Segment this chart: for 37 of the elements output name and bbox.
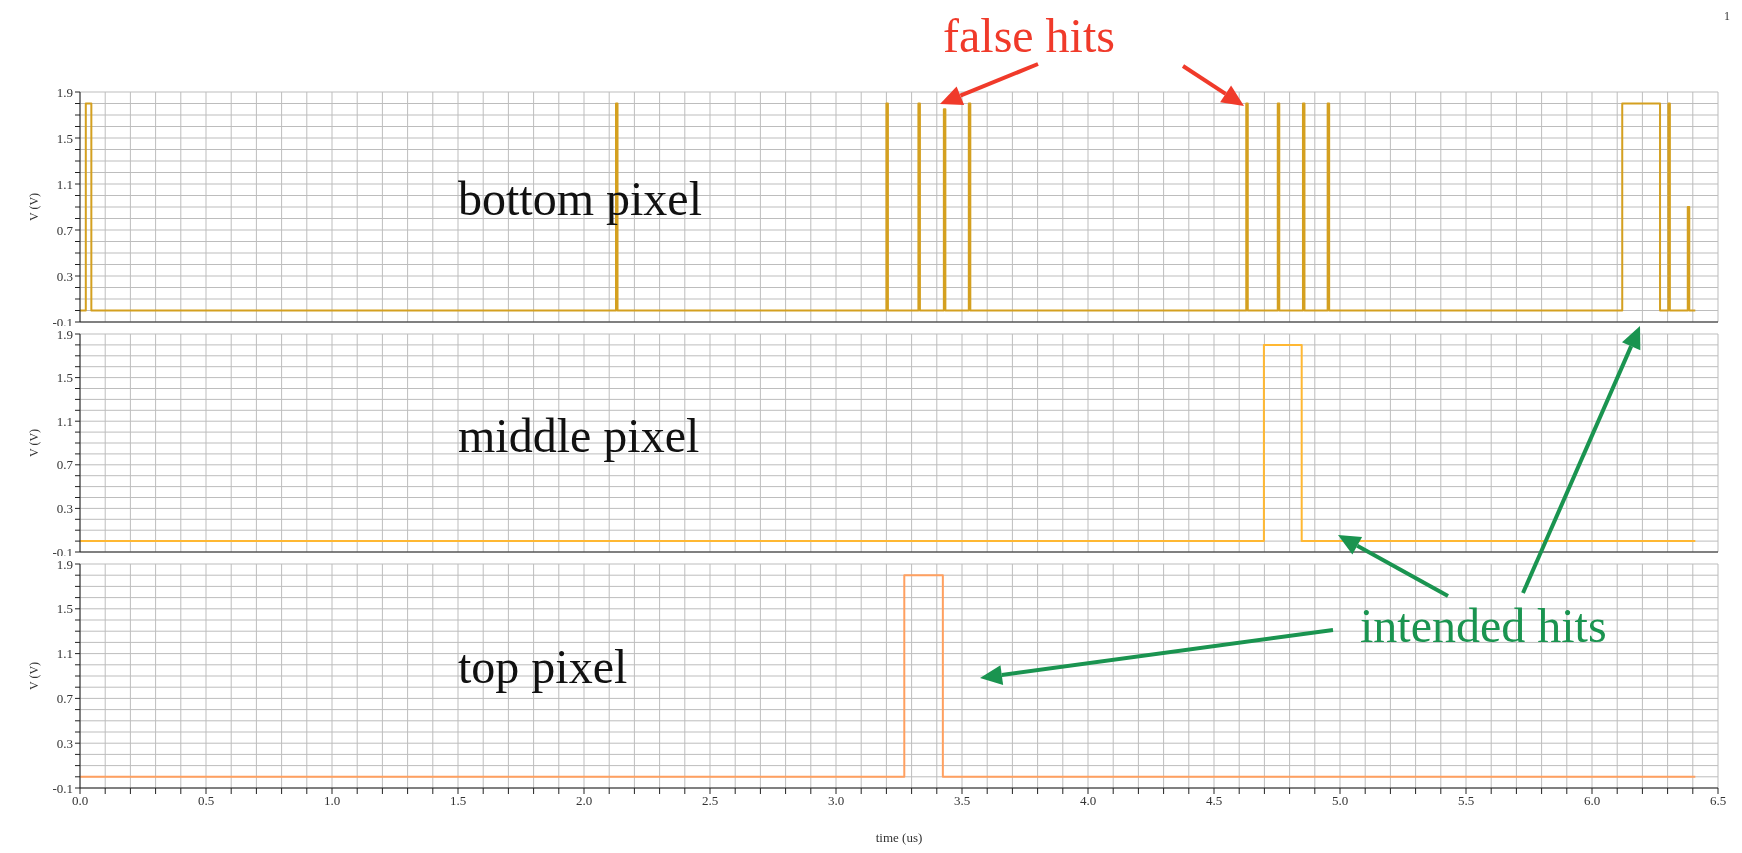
y-tick-label: 0.7 — [56, 222, 74, 238]
x-tick-label: 2.5 — [701, 793, 719, 809]
x-tick-label: 6.5 — [1709, 793, 1727, 809]
x-tick-label: 0.0 — [71, 793, 89, 809]
y-tick-label: 0.3 — [56, 501, 73, 517]
y-tick-label: 0.7 — [56, 691, 74, 707]
x-tick-label: 3.0 — [827, 793, 845, 809]
x-tick-label: 6.0 — [1583, 793, 1601, 809]
y-axis-title: V (V) — [27, 661, 42, 691]
y-tick-label: 0.3 — [56, 268, 73, 284]
y-tick-label: 0.7 — [56, 457, 74, 473]
y-tick-label: 1.5 — [56, 130, 73, 146]
x-tick-label: 5.5 — [1457, 793, 1475, 809]
y-tick-label: 0.3 — [56, 735, 73, 751]
x-axis-title: time (us) — [875, 830, 923, 845]
y-tick-label: 1.5 — [56, 370, 73, 386]
text: false hits — [943, 9, 1115, 63]
y-tick-label: 1.1 — [56, 176, 73, 192]
x-tick-label: 1.0 — [323, 793, 341, 809]
x-tick-label: 3.5 — [953, 793, 971, 809]
y-tick-label: 1.9 — [56, 84, 73, 100]
y-tick-label: 1.1 — [56, 413, 73, 429]
y-axis-title: V (V) — [27, 428, 42, 458]
y-tick-label: 1.5 — [56, 601, 73, 617]
x-tick-label: 5.0 — [1331, 793, 1349, 809]
x-tick-label: 0.5 — [197, 793, 215, 809]
annotation: middle pixel — [458, 409, 700, 463]
x-tick-label: 4.5 — [1205, 793, 1223, 809]
annotation: top pixel — [458, 640, 628, 694]
x-tick-label: 2.0 — [575, 793, 593, 809]
text: 1 — [1724, 9, 1730, 24]
y-tick-label: 1.1 — [56, 646, 73, 662]
annotation: intended hits — [1360, 599, 1607, 653]
y-axis-title: V (V) — [27, 192, 42, 222]
y-tick-label: -0.1 — [52, 780, 73, 796]
x-tick-label: 1.5 — [449, 793, 467, 809]
x-tick-label: 4.0 — [1079, 793, 1097, 809]
